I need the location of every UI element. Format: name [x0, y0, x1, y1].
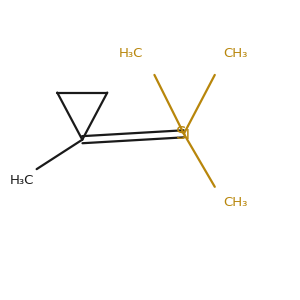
Text: CH₃: CH₃ — [224, 196, 248, 208]
Text: H₃C: H₃C — [118, 47, 142, 60]
Text: H₃C: H₃C — [10, 174, 34, 188]
Text: CH₃: CH₃ — [224, 47, 248, 60]
Text: Si: Si — [176, 125, 191, 143]
